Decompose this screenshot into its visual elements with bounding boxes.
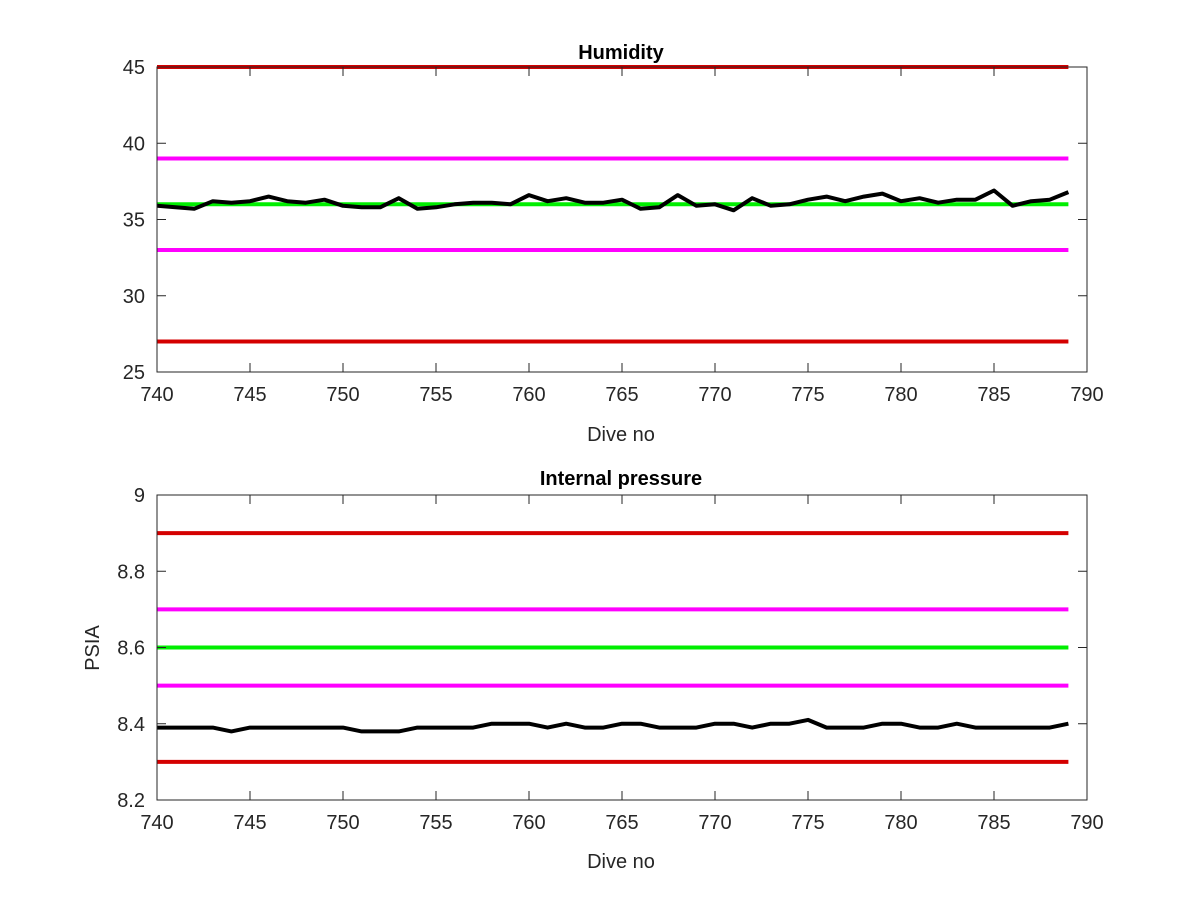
- pressure-x-tick-label: 760: [512, 812, 545, 834]
- humidity-y-tick-label: 25: [123, 362, 145, 384]
- humidity-x-tick-label: 785: [977, 384, 1010, 406]
- humidity-x-tick-label: 765: [605, 384, 638, 406]
- humidity-ticks: 740 745 750 755 760 765 770 775 780 785 790 25 30 35 4…: [123, 57, 1104, 406]
- humidity-y-tick-label: 40: [123, 133, 145, 155]
- pressure-x-tick-label: 785: [977, 812, 1010, 834]
- humidity-x-tick-label: 780: [884, 384, 917, 406]
- pressure-x-tick-label: 755: [419, 812, 452, 834]
- humidity-x-tick-label: 750: [326, 384, 359, 406]
- pressure-x-tick-label: 740: [140, 812, 173, 834]
- subplot-internal-pressure: 740 745 750 755 760 765 770 775 780 785 790 8.2 8.4 8…: [82, 468, 1104, 873]
- humidity-x-tick-label: 760: [512, 384, 545, 406]
- pressure-title: Internal pressure: [540, 468, 702, 490]
- pressure-ticks: 740 745 750 755 760 765 770 775 780 785 790 8.2 8.4 8…: [117, 485, 1104, 834]
- pressure-measured-line: [157, 717, 1069, 734]
- humidity-xlabel: Dive no: [587, 424, 655, 446]
- humidity-x-tick-label: 770: [698, 384, 731, 406]
- pressure-xlabel: Dive no: [587, 851, 655, 873]
- pressure-x-tick-label: 750: [326, 812, 359, 834]
- humidity-y-tick-label: 45: [123, 57, 145, 79]
- humidity-x-tick-label: 755: [419, 384, 452, 406]
- pressure-y-tick-label: 9: [134, 485, 145, 507]
- pressure-y-tick-label: 8.6: [117, 638, 145, 660]
- pressure-x-tick-label: 770: [698, 812, 731, 834]
- subplot-humidity: 740 745 750 755 760 765 770 775 780 785 790 25 30 35 4…: [123, 42, 1104, 446]
- humidity-x-tick-label: 790: [1070, 384, 1103, 406]
- pressure-series: [157, 531, 1069, 764]
- humidity-title: Humidity: [578, 42, 664, 64]
- pressure-ylabel: PSIA: [82, 625, 104, 671]
- humidity-y-tick-label: 35: [123, 210, 145, 232]
- pressure-x-tick-label: 780: [884, 812, 917, 834]
- humidity-x-tick-label: 775: [791, 384, 824, 406]
- pressure-y-tick-label: 8.8: [117, 561, 145, 583]
- humidity-x-tick-label: 745: [233, 384, 266, 406]
- pressure-x-tick-label: 775: [791, 812, 824, 834]
- pressure-y-tick-label: 8.4: [117, 714, 145, 736]
- pressure-x-tick-label: 765: [605, 812, 638, 834]
- humidity-x-tick-label: 740: [140, 384, 173, 406]
- pressure-x-tick-label: 790: [1070, 812, 1103, 834]
- humidity-y-tick-label: 30: [123, 286, 145, 308]
- humidity-measured-line: [157, 188, 1070, 213]
- pressure-x-tick-label: 745: [233, 812, 266, 834]
- pressure-y-tick-label: 8.2: [117, 790, 145, 812]
